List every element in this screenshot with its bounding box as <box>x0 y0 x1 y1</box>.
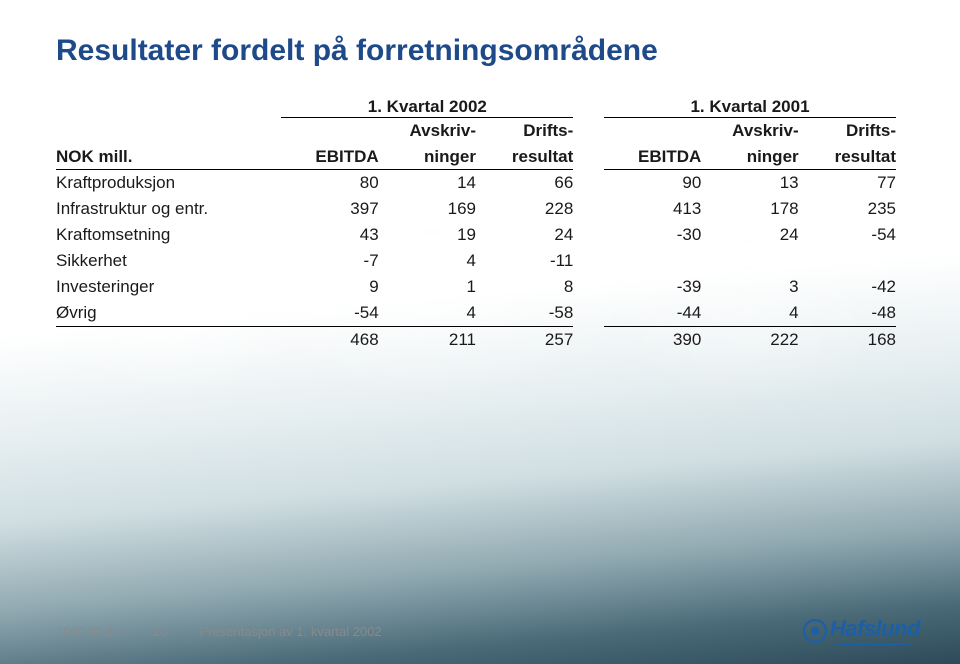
cell: 413 <box>604 196 701 222</box>
table-row: Sikkerhet -7 4 -11 <box>56 248 896 274</box>
row-label: Kraftomsetning <box>56 222 281 248</box>
results-table: 1. Kvartal 2002 1. Kvartal 2001 Avskriv-… <box>56 94 896 353</box>
cell: -11 <box>476 248 573 274</box>
col-drift-top: Drifts- <box>476 118 573 145</box>
row-label: Øvrig <box>56 300 281 327</box>
table-total-row: 468 211 257 390 222 168 <box>56 327 896 354</box>
footer-page: 20 <box>153 624 167 639</box>
table-row: Kraftproduksjon 80 14 66 90 13 77 <box>56 170 896 197</box>
slide-footer: 2002.05.15 20 Presentasjon av 1. kvartal… <box>56 616 920 646</box>
cell: 66 <box>476 170 573 197</box>
total-cell: 257 <box>476 327 573 354</box>
cell: 4 <box>379 300 476 327</box>
cell: -7 <box>281 248 378 274</box>
cell: 8 <box>476 274 573 300</box>
unit-label: NOK mill. <box>56 144 281 170</box>
cell: 80 <box>281 170 378 197</box>
col-drift-bot: resultat <box>476 144 573 170</box>
cell <box>604 248 701 274</box>
table-row: Kraftomsetning 43 19 24 -30 24 -54 <box>56 222 896 248</box>
table-header-bottom: NOK mill. EBITDA ninger resultat EBITDA … <box>56 144 896 170</box>
cell: -58 <box>476 300 573 327</box>
total-cell: 168 <box>799 327 896 354</box>
cell: 90 <box>604 170 701 197</box>
cell: 43 <box>281 222 378 248</box>
table-row: Øvrig -54 4 -58 -44 4 -48 <box>56 300 896 327</box>
cell: 1 <box>379 274 476 300</box>
cell: 178 <box>701 196 798 222</box>
cell: 169 <box>379 196 476 222</box>
slide: Resultater fordelt på forretningsområden… <box>0 0 960 664</box>
footer-date: 2002.05.15 <box>56 624 121 639</box>
hafslund-logo: Hafslund <box>802 616 920 646</box>
row-label: Kraftproduksjon <box>56 170 281 197</box>
col-avskriv-bot: ninger <box>379 144 476 170</box>
cell: 228 <box>476 196 573 222</box>
cell: 4 <box>379 248 476 274</box>
table-row: Infrastruktur og entr. 397 169 228 413 1… <box>56 196 896 222</box>
col-avskriv-top: Avskriv- <box>379 118 476 145</box>
row-label: Sikkerhet <box>56 248 281 274</box>
cell: 13 <box>701 170 798 197</box>
cell: 19 <box>379 222 476 248</box>
row-label: Investeringer <box>56 274 281 300</box>
cell: -54 <box>281 300 378 327</box>
logo-icon <box>802 618 828 644</box>
footer-left: 2002.05.15 20 Presentasjon av 1. kvartal… <box>56 624 382 639</box>
cell: 14 <box>379 170 476 197</box>
table-row: Investeringer 9 1 8 -39 3 -42 <box>56 274 896 300</box>
slide-title: Resultater fordelt på forretningsområden… <box>56 34 904 68</box>
group-2001: 1. Kvartal 2001 <box>604 94 896 118</box>
cell: -48 <box>799 300 896 327</box>
cell: -30 <box>604 222 701 248</box>
cell <box>701 248 798 274</box>
table-header-top: Avskriv- Drifts- Avskriv- Drifts- <box>56 118 896 145</box>
cell: 24 <box>701 222 798 248</box>
col-ebitda: EBITDA <box>604 144 701 170</box>
col-ebitda: EBITDA <box>281 144 378 170</box>
cell: 397 <box>281 196 378 222</box>
table-group-row: 1. Kvartal 2002 1. Kvartal 2001 <box>56 94 896 118</box>
cell: 235 <box>799 196 896 222</box>
row-label: Infrastruktur og entr. <box>56 196 281 222</box>
total-cell: 468 <box>281 327 378 354</box>
cell: -44 <box>604 300 701 327</box>
total-cell: 222 <box>701 327 798 354</box>
cell: 9 <box>281 274 378 300</box>
col-avskriv-top: Avskriv- <box>701 118 798 145</box>
cell: -54 <box>799 222 896 248</box>
cell: 24 <box>476 222 573 248</box>
footer-caption: Presentasjon av 1. kvartal 2002 <box>200 624 382 639</box>
group-2002: 1. Kvartal 2002 <box>281 94 573 118</box>
total-cell: 211 <box>379 327 476 354</box>
logo-text: Hafslund <box>830 616 920 642</box>
cell: 77 <box>799 170 896 197</box>
cell <box>799 248 896 274</box>
cell: -42 <box>799 274 896 300</box>
cell: 3 <box>701 274 798 300</box>
col-drift-top: Drifts- <box>799 118 896 145</box>
cell: -39 <box>604 274 701 300</box>
cell: 4 <box>701 300 798 327</box>
total-cell: 390 <box>604 327 701 354</box>
col-drift-bot: resultat <box>799 144 896 170</box>
col-avskriv-bot: ninger <box>701 144 798 170</box>
